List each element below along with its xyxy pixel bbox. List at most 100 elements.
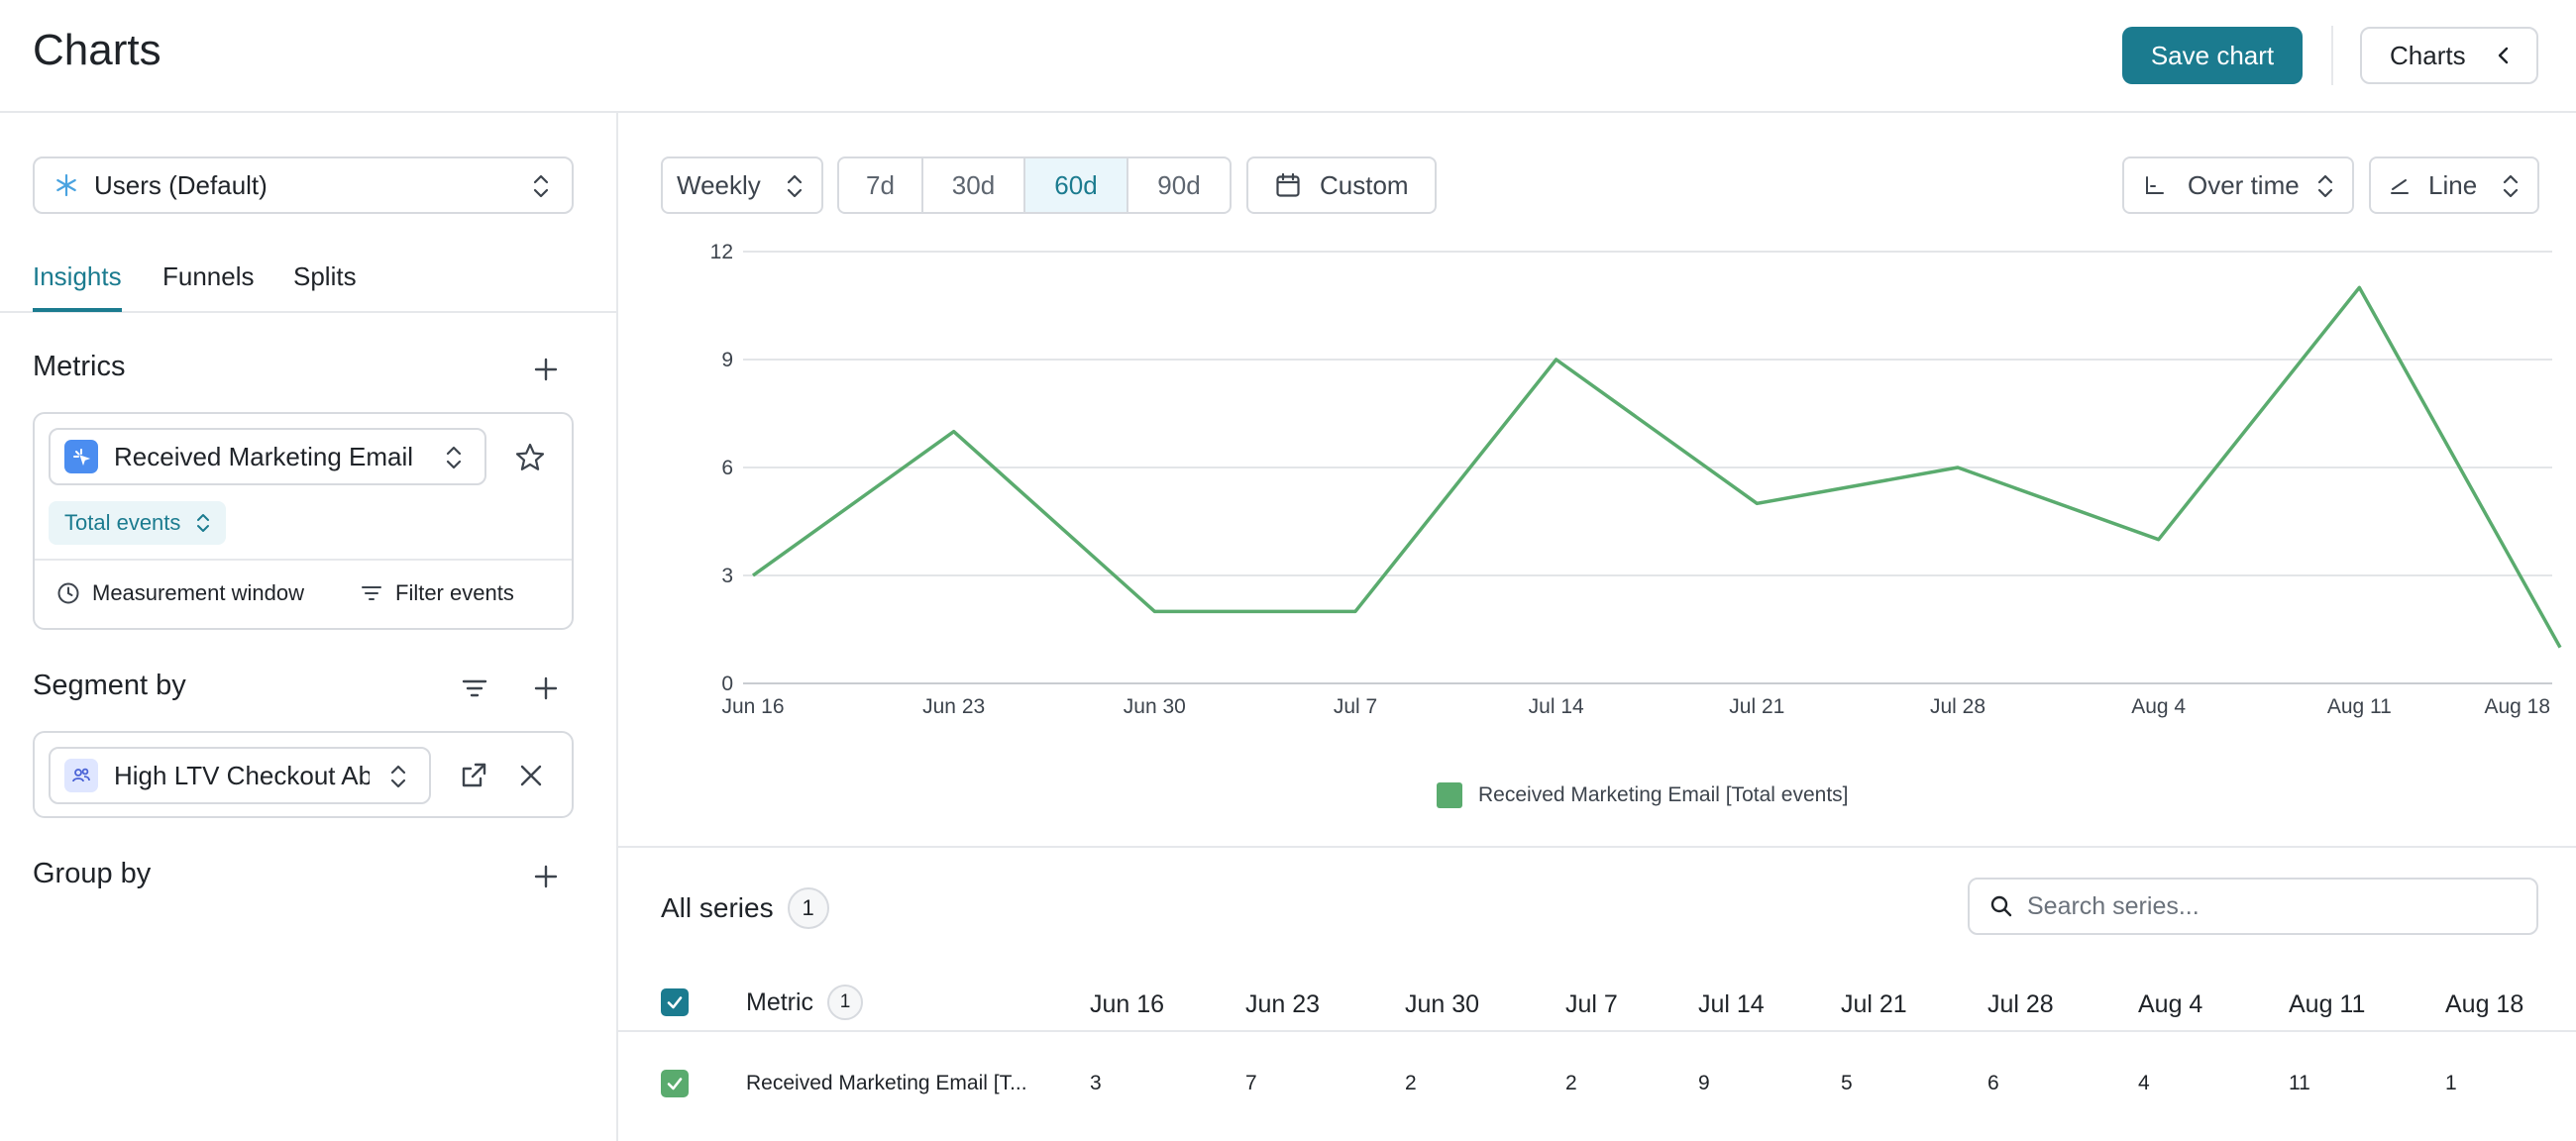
date-column-header: Aug 11 bbox=[2289, 990, 2366, 1018]
legend-swatch bbox=[1437, 782, 1462, 808]
table-cell: 7 bbox=[1245, 1072, 1257, 1094]
charts-panel-button[interactable]: Charts bbox=[2360, 27, 2538, 84]
tab-splits[interactable]: Splits bbox=[293, 261, 357, 291]
segment-title: Segment by bbox=[33, 670, 186, 701]
range-segmented-control: 7d 30d 60d 90d bbox=[837, 156, 1232, 214]
all-series-heading: All series 1 bbox=[661, 887, 829, 929]
metric-card: Received Marketing Email Total events Me… bbox=[33, 412, 574, 630]
save-chart-button[interactable]: Save chart bbox=[2122, 27, 2303, 84]
snowflake-icon bbox=[56, 173, 76, 197]
metric-select[interactable]: Received Marketing Email bbox=[49, 428, 486, 485]
segment-filter-icon[interactable] bbox=[460, 674, 489, 703]
metric-count-badge: 1 bbox=[827, 985, 864, 1020]
series-count-badge: 1 bbox=[787, 887, 829, 929]
x-tick-label: Jul 14 bbox=[1529, 695, 1584, 718]
page-title: Charts bbox=[33, 26, 161, 74]
y-tick-label: 3 bbox=[721, 565, 733, 587]
view-mode-label: Over time bbox=[2188, 169, 2300, 200]
search-series-input[interactable] bbox=[2027, 891, 2503, 921]
date-column-header: Jul 7 bbox=[1565, 990, 1618, 1018]
search-icon bbox=[1990, 895, 2012, 917]
dataset-select[interactable]: Users (Default) bbox=[33, 156, 574, 214]
chart-type-select[interactable]: Line bbox=[2369, 156, 2539, 214]
calendar-icon bbox=[1276, 172, 1300, 197]
x-tick-label: Jun 16 bbox=[721, 695, 784, 718]
table-cell: 11 bbox=[2289, 1072, 2310, 1094]
view-mode-select[interactable]: Over time bbox=[2122, 156, 2354, 214]
chevron-updown-icon bbox=[2503, 174, 2519, 198]
date-column-header: Aug 18 bbox=[2445, 990, 2524, 1018]
segment-name: High LTV Checkout Ab bbox=[114, 760, 370, 790]
date-column-header: Jul 21 bbox=[1841, 990, 1907, 1018]
x-tick-label: Jul 21 bbox=[1729, 695, 1784, 718]
custom-range-button[interactable]: Custom bbox=[1246, 156, 1437, 214]
check-icon bbox=[667, 996, 683, 1009]
close-icon[interactable] bbox=[518, 763, 544, 788]
metric-header-label: Metric bbox=[746, 987, 814, 1016]
main-panel: Weekly 7d 30d 60d 90d Custom Over time L… bbox=[618, 113, 2576, 1141]
tab-funnels[interactable]: Funnels bbox=[162, 261, 255, 291]
range-60d-button[interactable]: 60d bbox=[1025, 158, 1128, 212]
measurement-window-label: Measurement window bbox=[92, 580, 304, 605]
chevron-updown-icon bbox=[197, 514, 210, 532]
x-tick-label: Jun 30 bbox=[1124, 695, 1186, 718]
x-tick-label: Jul 28 bbox=[1930, 695, 1986, 718]
range-90d-button[interactable]: 90d bbox=[1157, 169, 1201, 200]
table-cell: 4 bbox=[2138, 1072, 2150, 1094]
x-tick-label: Jul 7 bbox=[1334, 695, 1377, 718]
check-icon bbox=[667, 1078, 683, 1090]
custom-range-label: Custom bbox=[1320, 169, 1409, 200]
chevron-updown-icon bbox=[446, 446, 462, 469]
series-search bbox=[1968, 878, 2538, 935]
interval-select[interactable]: Weekly bbox=[661, 156, 823, 214]
measurement-window-button[interactable]: Measurement window bbox=[56, 580, 304, 606]
y-tick-label: 0 bbox=[721, 673, 733, 695]
series-line[interactable] bbox=[751, 285, 2562, 649]
star-icon[interactable] bbox=[514, 442, 546, 473]
date-column-header: Jun 30 bbox=[1405, 990, 1480, 1018]
aggregation-select[interactable]: Total events bbox=[49, 501, 227, 545]
dataset-label: Users (Default) bbox=[94, 169, 268, 200]
date-column-header: Jun 23 bbox=[1245, 990, 1321, 1018]
table-cell: 3 bbox=[1090, 1072, 1102, 1094]
group-title: Group by bbox=[33, 858, 152, 889]
chart-type-label: Line bbox=[2428, 169, 2478, 200]
header-divider bbox=[2331, 26, 2333, 85]
x-tick-label: Aug 4 bbox=[2131, 695, 2186, 718]
row-metric-label: Received Marketing Email [T... bbox=[746, 1072, 1027, 1094]
range-30d-button[interactable]: 30d bbox=[923, 158, 1025, 212]
add-metric-icon[interactable] bbox=[533, 357, 559, 382]
tab-insights[interactable]: Insights bbox=[33, 261, 122, 312]
row-checkbox[interactable] bbox=[661, 1070, 689, 1097]
add-group-icon[interactable] bbox=[533, 864, 559, 889]
aggregation-label: Total events bbox=[64, 510, 181, 535]
x-tick-label: Aug 11 bbox=[2327, 695, 2392, 718]
table-cell: 2 bbox=[1565, 1072, 1577, 1094]
table-cell: 2 bbox=[1405, 1072, 1417, 1094]
date-column-header: Jul 14 bbox=[1698, 990, 1765, 1018]
filter-events-button[interactable]: Filter events bbox=[360, 580, 514, 606]
analysis-tabs: Insights Funnels Splits bbox=[0, 252, 616, 313]
add-segment-icon[interactable] bbox=[533, 675, 559, 701]
chevron-updown-icon bbox=[787, 174, 803, 198]
users-icon bbox=[64, 759, 98, 792]
filter-icon bbox=[362, 586, 381, 600]
metrics-title: Metrics bbox=[33, 351, 126, 382]
filter-events-label: Filter events bbox=[395, 580, 514, 605]
series-table-header: Metric 1 Jun 16 Jun 23 Jun 30 Jul 7 Jul 14 Ju… bbox=[618, 973, 2576, 1032]
line-chart-icon bbox=[2391, 179, 2409, 194]
card-divider bbox=[35, 559, 572, 561]
metric-column-header: Metric 1 bbox=[746, 985, 864, 1020]
y-tick-label: 12 bbox=[710, 242, 733, 263]
date-column-header: Aug 4 bbox=[2138, 990, 2203, 1018]
range-7d-button[interactable]: 7d bbox=[839, 158, 923, 212]
y-tick-label: 9 bbox=[721, 349, 733, 371]
segment-card: High LTV Checkout Ab bbox=[33, 731, 574, 818]
external-link-icon[interactable] bbox=[459, 761, 488, 790]
select-all-checkbox[interactable] bbox=[661, 988, 689, 1016]
chevron-updown-icon bbox=[2317, 174, 2333, 198]
table-cell: 6 bbox=[1987, 1072, 1999, 1094]
table-cell: 5 bbox=[1841, 1072, 1853, 1094]
segment-select[interactable]: High LTV Checkout Ab bbox=[49, 747, 431, 804]
table-cell: 9 bbox=[1698, 1072, 1710, 1094]
